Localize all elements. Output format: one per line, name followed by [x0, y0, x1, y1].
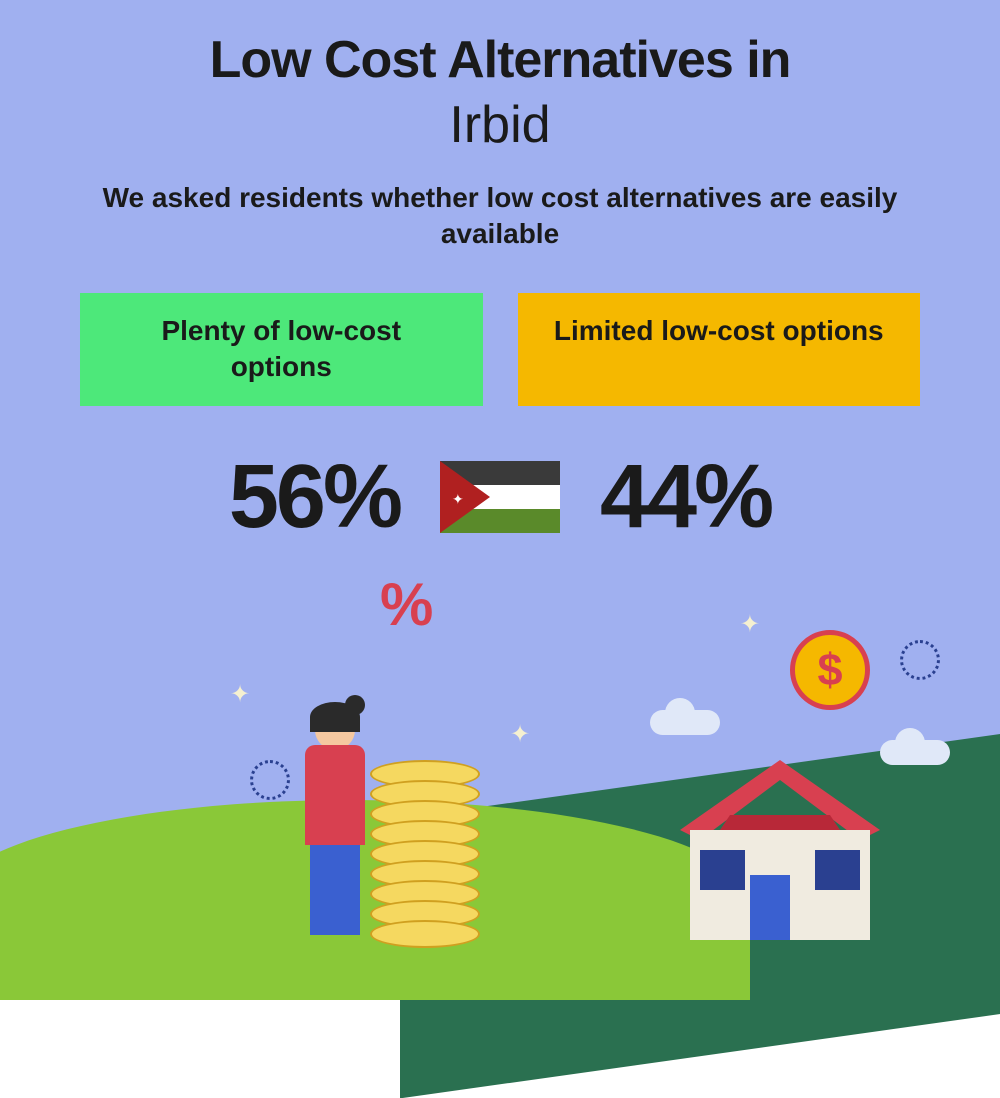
flag-star-icon: ✦	[452, 491, 464, 508]
infographic-container: Low Cost Alternatives in Irbid We asked …	[0, 0, 1000, 1000]
title-city: Irbid	[0, 95, 1000, 155]
subtitle: We asked residents whether low cost alte…	[0, 180, 1000, 253]
dots-decoration-icon	[250, 760, 290, 800]
percent-plenty: 56%	[229, 446, 400, 549]
person-bun	[345, 695, 365, 715]
coin-icon	[370, 920, 480, 948]
coin-stack-icon	[370, 760, 480, 940]
person-icon	[290, 710, 380, 950]
flag-triangle-red	[440, 461, 490, 533]
person-legs	[310, 845, 360, 935]
dollar-coin-icon: $	[790, 630, 870, 710]
dots-decoration-icon	[900, 640, 940, 680]
cloud-icon	[880, 740, 950, 765]
house-icon	[680, 760, 880, 940]
title-main: Low Cost Alternatives in	[0, 0, 1000, 90]
cloud-icon	[650, 710, 720, 735]
option-boxes-row: Plenty of low-cost options Limited low-c…	[0, 293, 1000, 406]
house-door	[750, 875, 790, 940]
sparkle-icon: ✦	[510, 720, 530, 749]
sparkle-icon: ✦	[230, 680, 250, 709]
percent-limited: 44%	[600, 446, 771, 549]
illustration-area: $ % ✦ ✦ ✦	[0, 620, 1000, 1000]
house-roof-icon	[680, 760, 880, 840]
percentages-row: 56% ✦ 44%	[0, 446, 1000, 549]
option-box-limited: Limited low-cost options	[518, 293, 921, 406]
house-window	[700, 850, 745, 890]
person-body	[305, 745, 365, 845]
percent-sign-icon: %	[380, 570, 433, 639]
sparkle-icon: ✦	[740, 610, 760, 639]
house-window	[815, 850, 860, 890]
option-box-plenty: Plenty of low-cost options	[80, 293, 483, 406]
jordan-flag-icon: ✦	[440, 461, 560, 533]
dollar-symbol: $	[817, 644, 842, 696]
